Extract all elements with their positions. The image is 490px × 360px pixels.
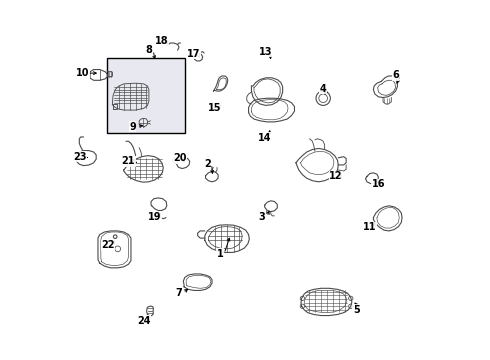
- Text: 13: 13: [259, 46, 272, 57]
- Circle shape: [113, 235, 117, 238]
- Text: 23: 23: [74, 152, 87, 162]
- Text: 7: 7: [175, 288, 182, 298]
- Text: 10: 10: [76, 68, 90, 78]
- Text: 22: 22: [101, 240, 115, 250]
- FancyBboxPatch shape: [107, 58, 186, 134]
- Text: 20: 20: [173, 153, 187, 163]
- Text: 9: 9: [129, 122, 136, 132]
- Text: 17: 17: [187, 49, 200, 59]
- Text: 14: 14: [258, 133, 271, 143]
- Text: 21: 21: [122, 156, 135, 166]
- Text: 24: 24: [137, 316, 150, 325]
- Text: 11: 11: [363, 222, 376, 232]
- Text: 4: 4: [320, 84, 326, 94]
- Text: 18: 18: [155, 36, 169, 46]
- Text: 5: 5: [353, 305, 360, 315]
- Text: 12: 12: [329, 171, 343, 181]
- Text: 19: 19: [148, 212, 161, 221]
- Text: 8: 8: [146, 45, 152, 55]
- Text: 1: 1: [217, 248, 223, 258]
- Text: 2: 2: [204, 159, 211, 169]
- Text: 15: 15: [208, 103, 221, 113]
- Text: 3: 3: [259, 212, 266, 221]
- Text: 16: 16: [371, 179, 385, 189]
- Text: 6: 6: [392, 70, 399, 80]
